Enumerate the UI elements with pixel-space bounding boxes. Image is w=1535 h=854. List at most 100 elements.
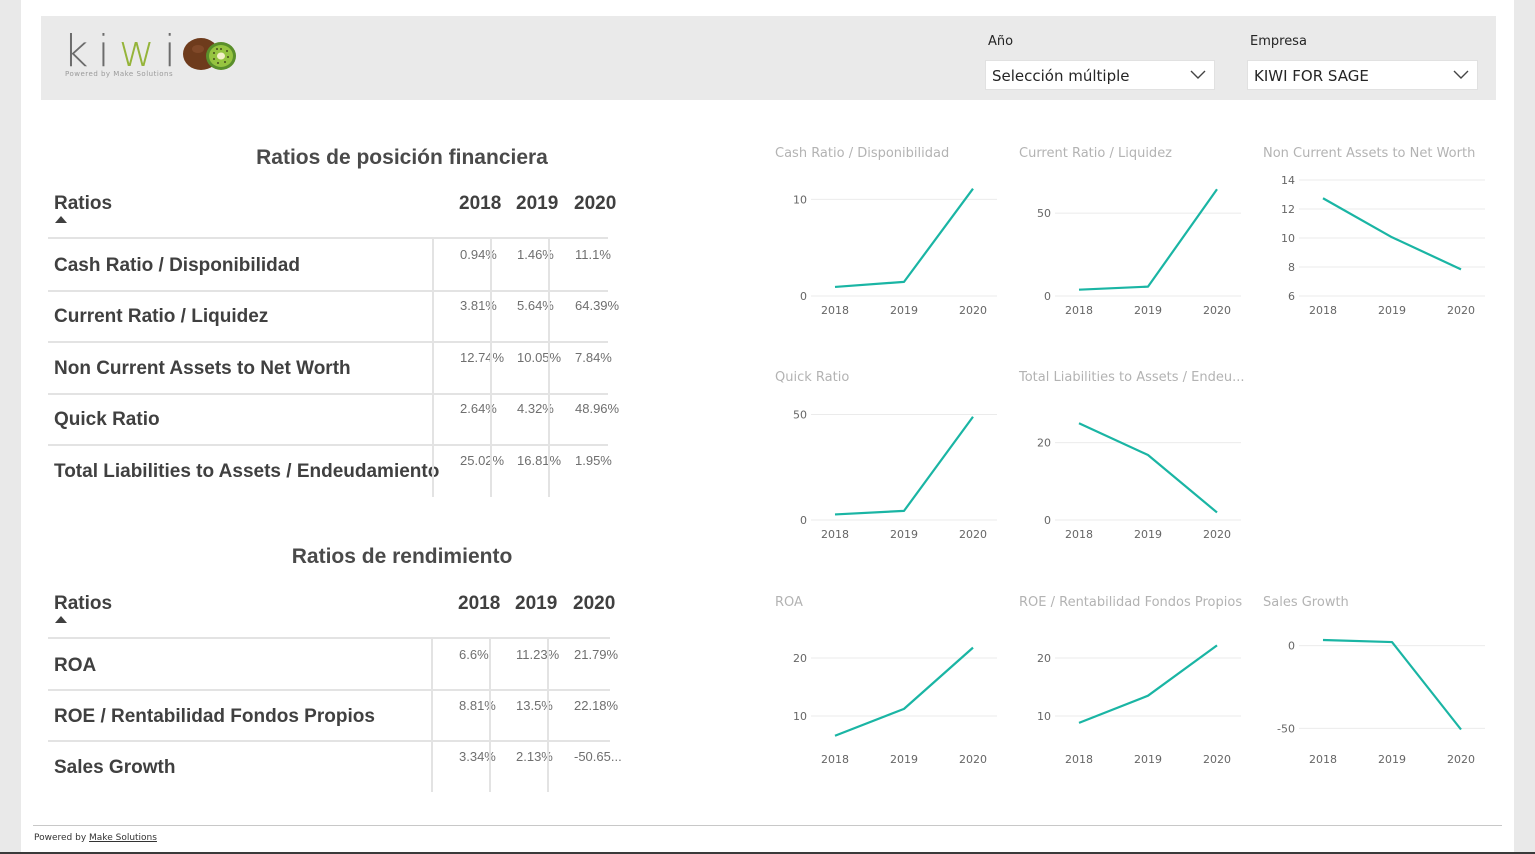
table-row[interactable]: ROA 6.6% 11.23% 21.79% — [48, 639, 618, 691]
performance-table: Ratios 2018 2019 2020 ROA 6.6% 11.23% 21.79% ROE… — [48, 585, 622, 795]
table-cell: -50.65... — [574, 748, 622, 764]
chart-title: Sales Growth — [1263, 595, 1349, 610]
chart-plot: 10 20 2018 2019 2020 — [1037, 644, 1241, 766]
table-cell: 1.95% — [575, 452, 612, 468]
table-row[interactable]: ROE / Rentabilidad Fondos Propios 8.81% 13… — [48, 690, 618, 742]
x-tick-label: 2019 — [1134, 753, 1162, 766]
chart-plot: 0 20 2018 2019 2020 — [1037, 422, 1241, 541]
line-chart[interactable]: Current Ratio / Liquidez 0 50 2018 2019 2020 — [1019, 146, 1249, 321]
x-tick-label: 2020 — [1203, 304, 1231, 317]
line-chart[interactable]: ROA 10 20 2018 2019 2020 — [775, 595, 1005, 770]
table-row[interactable]: Cash Ratio / Disponibilidad 0.94% 1.46% 11.… — [48, 239, 611, 292]
year-filter-value: Selección múltiple — [992, 67, 1130, 85]
y-tick-label: 50 — [1037, 207, 1051, 220]
y-tick-label: 14 — [1281, 174, 1295, 187]
table-cell: 6.6% — [459, 646, 489, 662]
table-cell: 11.1% — [575, 246, 611, 262]
column-divider — [548, 239, 550, 497]
chart-plot: -50 0 2018 2019 2020 — [1277, 638, 1485, 766]
chart-title: ROA — [775, 595, 803, 610]
performance-title: Ratios de rendimiento — [291, 545, 513, 568]
x-tick-label: 2019 — [1378, 753, 1406, 766]
y-tick-label: 0 — [800, 514, 807, 527]
chart-title: Current Ratio / Liquidez — [1019, 146, 1173, 161]
chart-plot: 0 50 2018 2019 2020 — [793, 409, 997, 541]
logo-wordmark: kiwi — [63, 26, 185, 77]
y-tick-label: 10 — [1281, 232, 1295, 245]
row-label: Cash Ratio / Disponibilidad — [54, 254, 300, 276]
footer: Powered by Make Solutions — [34, 833, 157, 843]
table-row[interactable]: Non Current Assets to Net Worth 12.74% 10.… — [48, 342, 612, 395]
sort-ascending-icon[interactable] — [55, 616, 67, 623]
line-chart[interactable]: Sales Growth -50 0 2018 2019 2020 — [1263, 595, 1493, 770]
row-divider — [48, 289, 608, 292]
line-chart[interactable]: Quick Ratio 0 50 2018 2019 2020 — [775, 370, 1005, 545]
row-label: Sales Growth — [54, 756, 176, 778]
sort-ascending-icon[interactable] — [55, 216, 67, 223]
x-tick-label: 2020 — [1447, 304, 1475, 317]
column-divider — [490, 239, 492, 497]
column-header-year[interactable]: 2018 — [458, 593, 501, 614]
y-tick-label: 0 — [800, 290, 807, 303]
y-tick-label: 50 — [793, 409, 807, 422]
column-header-ratios[interactable]: Ratios — [54, 593, 113, 614]
financial-position-table: Ratios 2018 2019 2020 Cash Ratio / Disponibi… — [48, 185, 619, 497]
make-solutions-link[interactable]: Make Solutions — [89, 833, 157, 843]
x-tick-label: 2018 — [821, 753, 849, 766]
column-header-year[interactable]: 2020 — [573, 593, 616, 614]
y-tick-label: 8 — [1288, 261, 1295, 274]
column-divider — [547, 639, 549, 792]
footer-prefix: Powered by — [34, 833, 90, 843]
x-tick-label: 2019 — [1134, 528, 1162, 541]
bottom-strip — [0, 852, 1535, 854]
kiwi-logo[interactable]: kiwi Powered by Make Solutions — [63, 28, 243, 88]
series-line — [1078, 422, 1218, 514]
x-tick-label: 2020 — [1447, 753, 1475, 766]
y-tick-label: 0 — [1044, 514, 1051, 527]
line-chart[interactable]: Total Liabilities to Assets / Endeu... 0 2… — [1019, 370, 1249, 545]
line-chart[interactable]: Cash Ratio / Disponibilidad 0 10 2018 2019 20… — [775, 146, 1005, 321]
chart-plot: 0 10 2018 2019 2020 — [793, 188, 997, 317]
table-cell: 64.39% — [575, 298, 620, 314]
x-tick-label: 2018 — [821, 304, 849, 317]
column-divider — [432, 239, 434, 497]
x-tick-label: 2018 — [1065, 304, 1093, 317]
company-filter-label: Empresa — [1250, 34, 1307, 49]
series-line — [834, 646, 974, 737]
company-filter-value: KIWI FOR SAGE — [1254, 67, 1369, 85]
y-tick-label: 0 — [1044, 290, 1051, 303]
kiwi-fruit-icon — [183, 38, 236, 70]
table-cell: 5.64% — [517, 298, 554, 314]
table-row[interactable]: Sales Growth 3.34% 2.13% -50.65... — [48, 741, 622, 792]
column-header-ratios[interactable]: Ratios — [54, 193, 113, 214]
row-label: Non Current Assets to Net Worth — [54, 357, 351, 379]
year-filter-dropdown[interactable]: Selección múltiple — [985, 60, 1215, 90]
financial-position-title: Ratios de posición financiera — [256, 146, 548, 169]
line-chart[interactable]: Non Current Assets to Net Worth 6 8 10 12 14 2… — [1263, 146, 1493, 321]
column-header-year[interactable]: 2019 — [516, 193, 559, 214]
column-header-year[interactable]: 2019 — [515, 593, 558, 614]
table-cell: 13.5% — [516, 697, 553, 713]
chevron-down-icon — [1190, 70, 1206, 79]
row-label: ROA — [54, 654, 97, 676]
x-tick-label: 2018 — [1065, 753, 1093, 766]
year-filter-label: Año — [988, 34, 1014, 49]
table-cell: 8.81% — [459, 697, 496, 713]
line-chart[interactable]: ROE / Rentabilidad Fondos Propios 10 20 201… — [1019, 595, 1249, 770]
chart-title: Quick Ratio — [775, 370, 850, 385]
x-tick-label: 2019 — [890, 753, 918, 766]
table-row[interactable]: Current Ratio / Liquidez 3.81% 5.64% 64.39% — [48, 291, 619, 343]
column-header-year[interactable]: 2018 — [459, 193, 502, 214]
company-filter-dropdown[interactable]: KIWI FOR SAGE — [1247, 60, 1478, 90]
table-row[interactable]: Quick Ratio 2.64% 4.32% 48.96% — [48, 394, 619, 446]
x-tick-label: 2019 — [1134, 304, 1162, 317]
column-header-year[interactable]: 2020 — [574, 193, 617, 214]
x-tick-label: 2020 — [959, 528, 987, 541]
y-tick-label: 0 — [1288, 640, 1295, 653]
table-cell: 22.18% — [574, 697, 619, 713]
logo-tagline: Powered by Make Solutions — [65, 70, 174, 78]
table-cell: 1.46% — [517, 246, 554, 262]
table-header-divider — [48, 637, 610, 639]
y-tick-label: 20 — [1037, 652, 1051, 665]
table-row[interactable]: Total Liabilities to Assets / Endeudamie… — [48, 445, 612, 497]
